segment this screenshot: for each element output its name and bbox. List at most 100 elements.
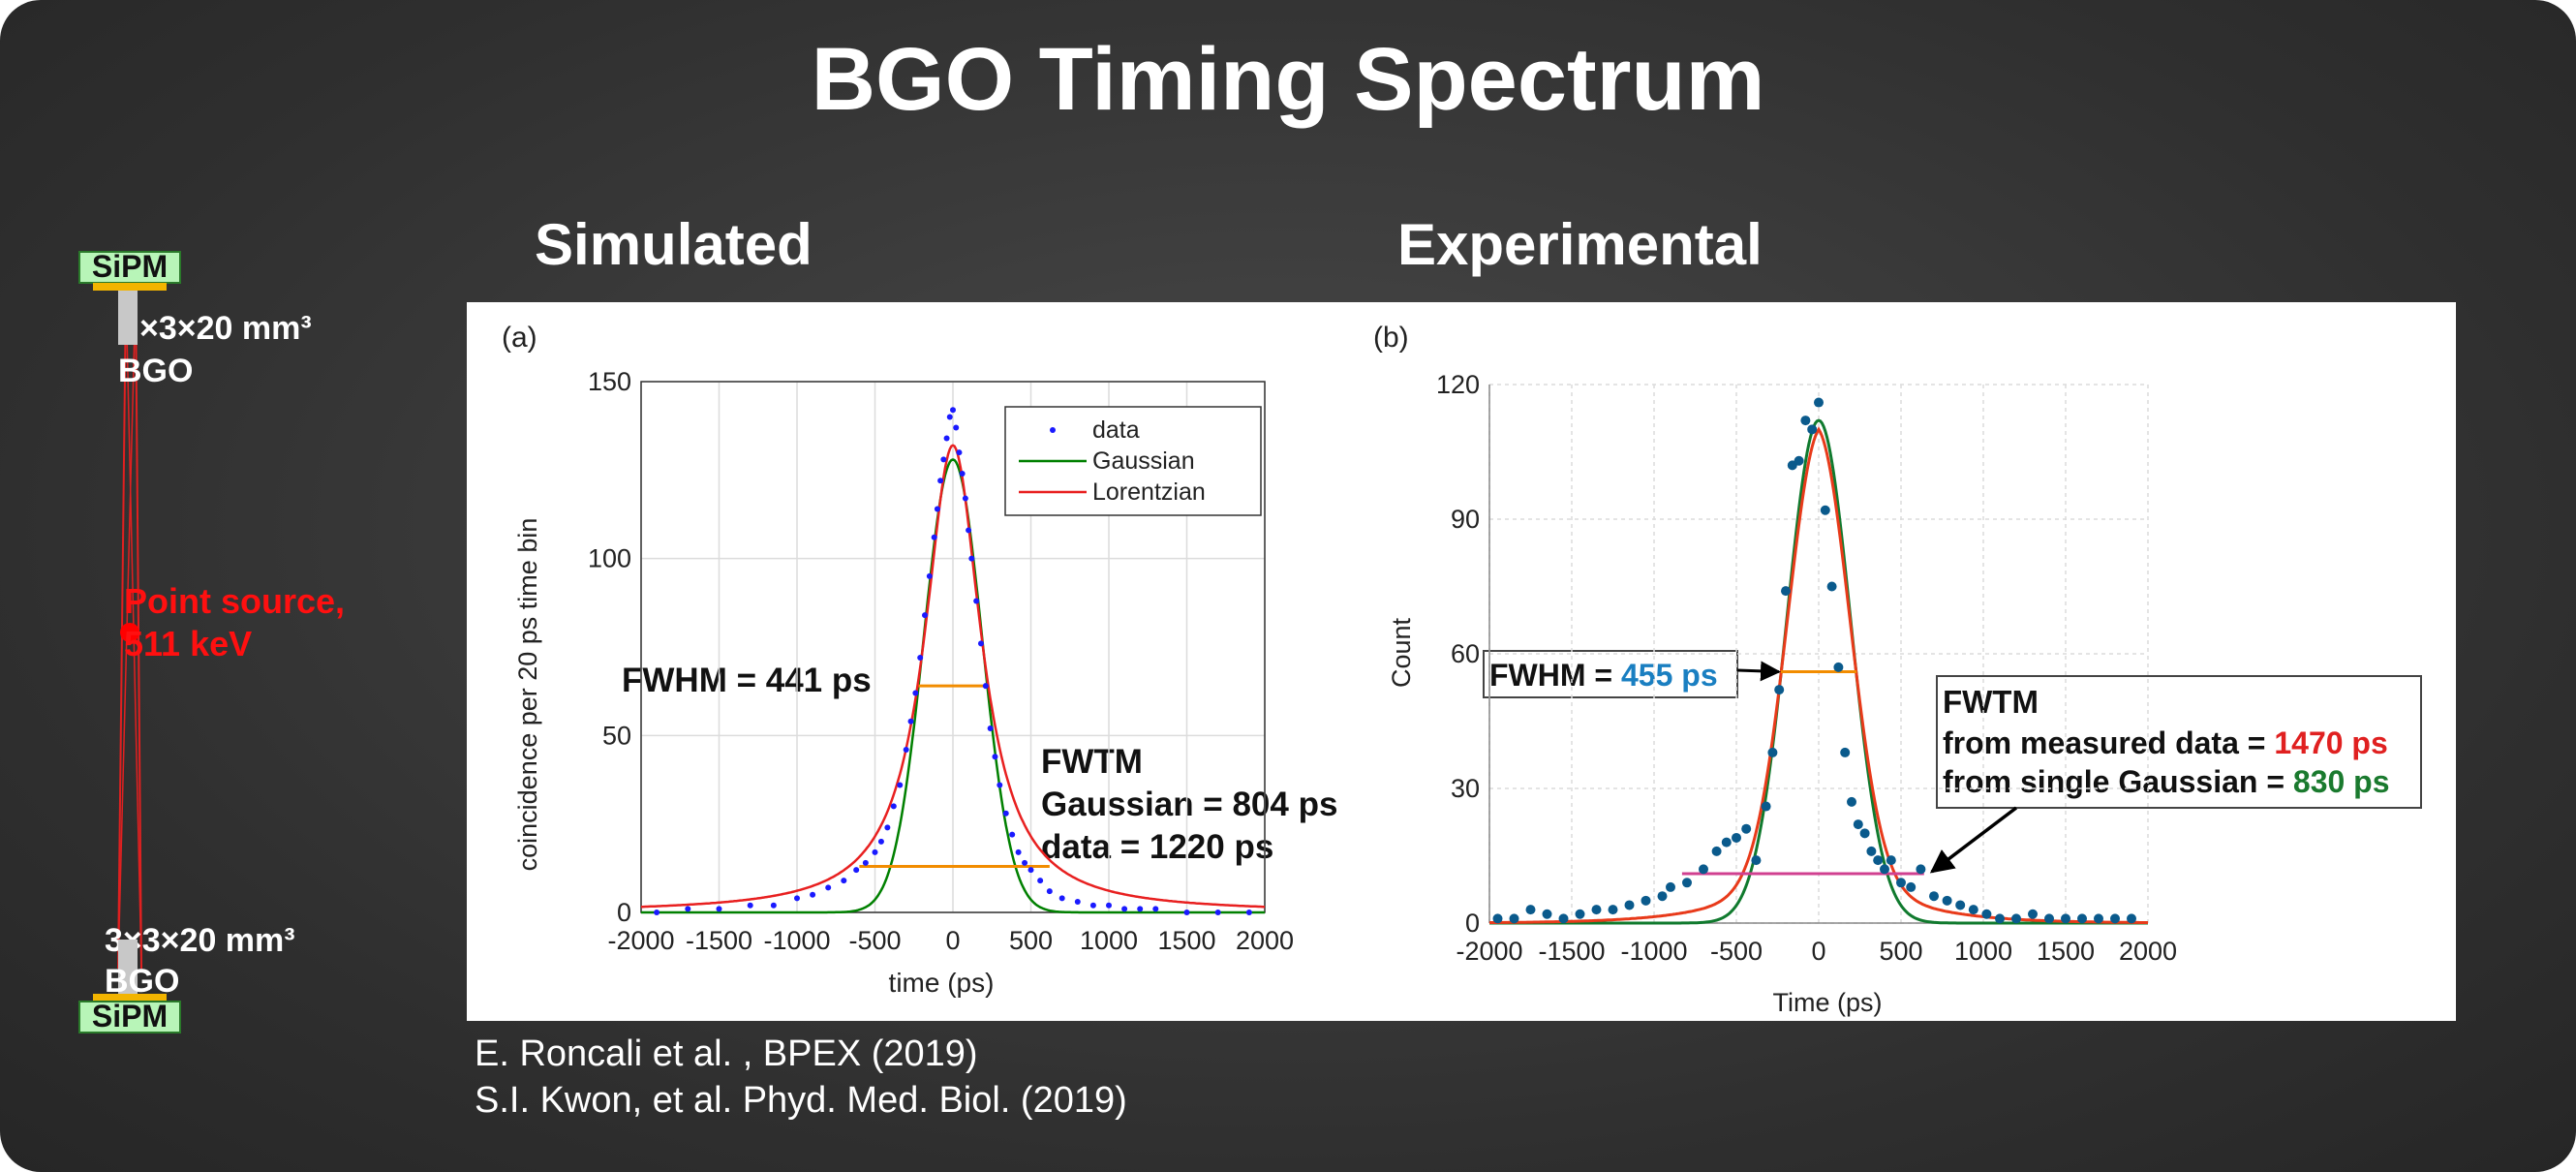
annotation-arrows bbox=[1736, 661, 2018, 874]
curve-gaussian bbox=[641, 458, 1265, 914]
slide-title: BGO Timing Spectrum bbox=[811, 30, 1765, 129]
fwhm-value-b: 455 ps bbox=[1621, 658, 1718, 693]
gauss-prefix-b: from single Gaussian = bbox=[1943, 764, 2293, 799]
data-point bbox=[1981, 909, 1992, 919]
data-point bbox=[931, 534, 937, 540]
chart-b: -2000 -1500 -1000 -500 0 500 1000 1500 2000 0 30 60… bbox=[1436, 370, 2177, 966]
y-tick-label: 120 bbox=[1436, 370, 1480, 399]
top-crystal bbox=[118, 291, 138, 345]
data-point bbox=[1955, 900, 1966, 910]
fwtm-gauss-b: from single Gaussian = 830 ps bbox=[1943, 764, 2390, 799]
legend-label-lorentzian: Lorentzian bbox=[1092, 478, 1206, 506]
data-point bbox=[1916, 864, 1926, 875]
data-point bbox=[1058, 895, 1065, 902]
data-point bbox=[1074, 899, 1081, 906]
data-point bbox=[1525, 905, 1536, 915]
data-point bbox=[1929, 891, 1939, 902]
data-point bbox=[1046, 888, 1053, 895]
data-point bbox=[1820, 505, 1830, 515]
data-point bbox=[2094, 913, 2103, 924]
legend-label-gaussian: Gaussian bbox=[1092, 447, 1195, 475]
plot-frame bbox=[640, 381, 1266, 913]
bottom-sipm-box bbox=[78, 1001, 181, 1033]
top-sipm-label: SiPM bbox=[92, 249, 168, 284]
data-point bbox=[1089, 902, 1096, 909]
x-tick-label: 1500 bbox=[2037, 937, 2095, 966]
x-tick-label: 500 bbox=[1009, 926, 1053, 955]
y-tick-label: 60 bbox=[1451, 639, 1480, 668]
data-point bbox=[1767, 747, 1778, 757]
data-point bbox=[1022, 859, 1028, 866]
data-point bbox=[973, 598, 980, 604]
xlabel-a: time (ps) bbox=[889, 968, 995, 998]
data-point bbox=[1859, 828, 1870, 839]
data-point bbox=[890, 803, 897, 810]
data-point bbox=[922, 612, 929, 619]
x-tick-label: 0 bbox=[945, 926, 960, 955]
data-point bbox=[1009, 831, 1016, 838]
data-point bbox=[959, 470, 966, 477]
data-point bbox=[1591, 905, 1602, 915]
data-point bbox=[950, 407, 956, 414]
data-point bbox=[1751, 855, 1762, 866]
data-point bbox=[747, 902, 753, 909]
data-point bbox=[937, 478, 944, 484]
data-point bbox=[987, 725, 994, 732]
data-point bbox=[966, 527, 972, 534]
data-point bbox=[1245, 910, 1252, 915]
data-point bbox=[877, 838, 884, 845]
data-point bbox=[1027, 867, 1034, 874]
y-tick-label: 0 bbox=[617, 898, 631, 927]
data-point bbox=[953, 424, 960, 431]
x-tick-label: 500 bbox=[1879, 937, 1922, 966]
fwhm-arrow bbox=[1736, 661, 1781, 682]
figure-panel: (a) time (ps) coincidence per 20 ps time… bbox=[467, 302, 2456, 1021]
data-point bbox=[1761, 801, 1771, 812]
fwtm-gauss-a: Gaussian = 804 ps bbox=[1041, 786, 1337, 823]
x-tick-label: -1500 bbox=[686, 926, 752, 955]
reference-2: S.I. Kwon, et al. Phyd. Med. Biol. (2019… bbox=[475, 1080, 1127, 1121]
data-point bbox=[1214, 910, 1221, 915]
gauss-value-b: 830 ps bbox=[2293, 764, 2390, 799]
references: E. Roncali et al. , BPEX (2019) S.I. Kwo… bbox=[475, 1031, 1127, 1124]
panel-label-a: (a) bbox=[502, 322, 537, 354]
detector-schematic: SiPM ×3×20 mm³ BGO Point source, 511 keV… bbox=[78, 249, 345, 1033]
x-tick-label: -500 bbox=[848, 926, 901, 955]
data-point bbox=[2077, 913, 2087, 924]
data-point bbox=[770, 902, 777, 909]
data-point bbox=[1137, 906, 1144, 912]
data-point bbox=[884, 824, 891, 831]
data-point bbox=[997, 782, 1003, 788]
fwtm-title-b: FWTM bbox=[1943, 684, 2039, 720]
data-point bbox=[926, 572, 933, 579]
data-point bbox=[1037, 878, 1044, 884]
source-label-2: 511 keV bbox=[124, 624, 252, 663]
data-point bbox=[1121, 906, 1128, 912]
heading-experimental: Experimental bbox=[1397, 212, 1763, 277]
data-point bbox=[1699, 864, 1708, 875]
data-point bbox=[1781, 586, 1791, 597]
y-tick-label: 100 bbox=[588, 544, 631, 573]
x-tick-label: -2000 bbox=[1456, 937, 1522, 966]
fwtm-arrow bbox=[1929, 806, 2018, 874]
chart-a: -2000 -1500 -1000 -500 0 500 1000 1500 2000 0 50 10… bbox=[588, 367, 1294, 955]
data-point bbox=[853, 867, 860, 874]
data-point bbox=[1906, 881, 1917, 892]
data-point bbox=[1807, 424, 1818, 435]
measured-prefix-b: from measured data = bbox=[1943, 725, 2274, 760]
fwtm-measured-b: from measured data = 1470 ps bbox=[1943, 725, 2388, 760]
data-point bbox=[841, 878, 847, 884]
data-point bbox=[907, 718, 914, 725]
data-point bbox=[1106, 902, 1112, 909]
legend-label-data: data bbox=[1092, 416, 1140, 444]
data-point bbox=[912, 690, 919, 696]
data-point bbox=[1741, 823, 1752, 834]
data-point bbox=[1840, 747, 1851, 757]
data-point bbox=[716, 906, 722, 912]
data-point bbox=[1721, 837, 1732, 848]
data-point bbox=[862, 859, 869, 866]
data-point bbox=[1558, 913, 1569, 924]
data-point bbox=[940, 456, 947, 463]
top-bgo-label: BGO bbox=[118, 353, 193, 389]
